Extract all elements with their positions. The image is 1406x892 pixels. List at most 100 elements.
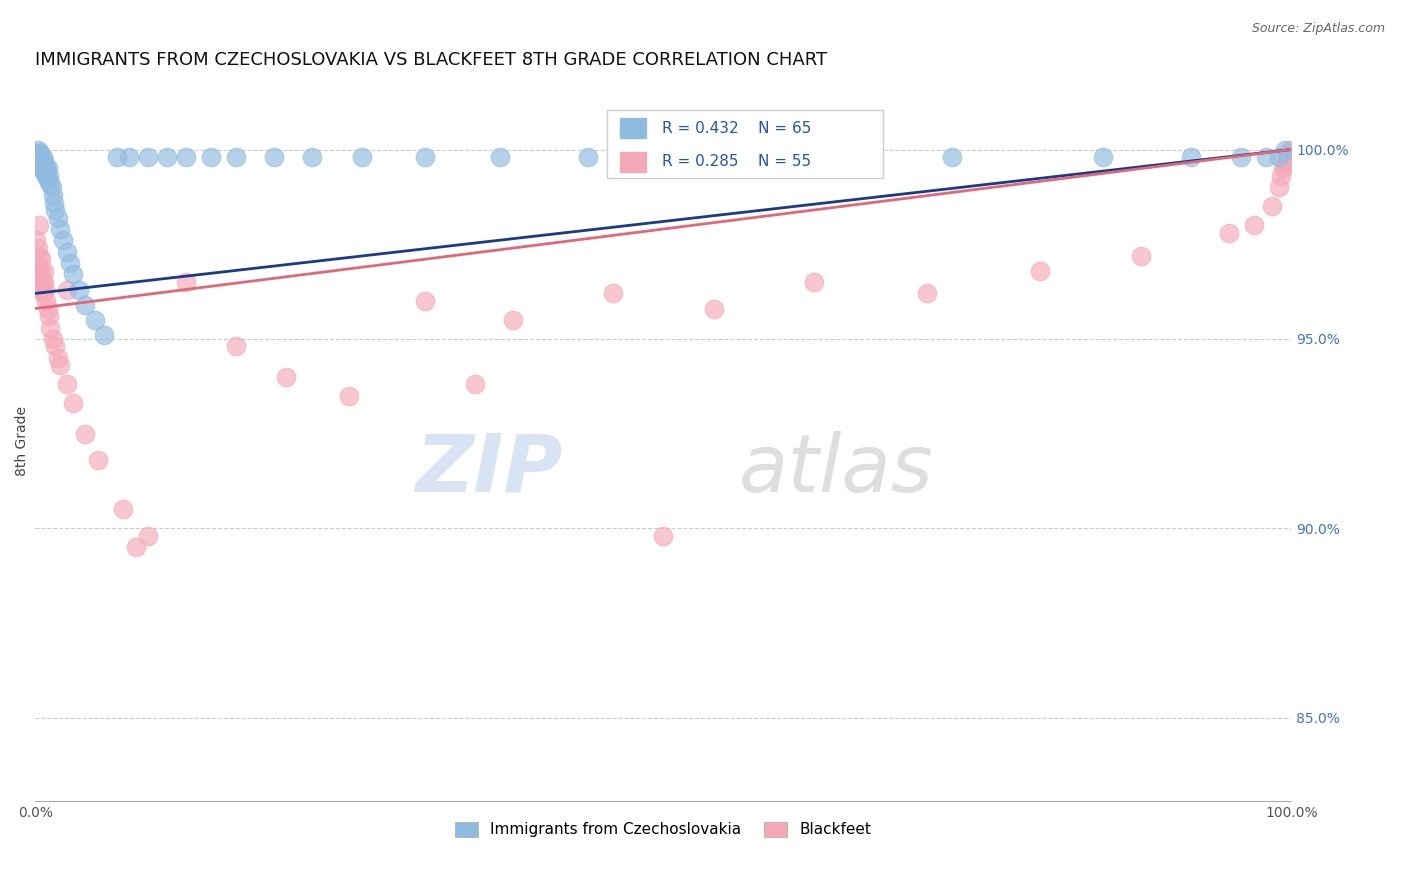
Point bbox=[28, 248, 51, 262]
Point bbox=[413, 150, 436, 164]
Point bbox=[941, 150, 963, 164]
Point bbox=[30, 271, 52, 285]
Point bbox=[32, 165, 55, 179]
Point bbox=[174, 275, 197, 289]
Point bbox=[46, 211, 69, 225]
Point bbox=[37, 301, 59, 316]
Point bbox=[28, 158, 51, 172]
Point bbox=[87, 453, 110, 467]
Text: R = 0.432    N = 65: R = 0.432 N = 65 bbox=[662, 120, 811, 136]
Text: R = 0.285    N = 55: R = 0.285 N = 55 bbox=[662, 154, 811, 169]
Legend: Immigrants from Czechoslovakia, Blackfeet: Immigrants from Czechoslovakia, Blackfee… bbox=[449, 815, 877, 844]
Point bbox=[30, 146, 52, 161]
Point bbox=[37, 161, 59, 176]
Point bbox=[1261, 199, 1284, 213]
Point bbox=[136, 529, 159, 543]
Text: ZIP: ZIP bbox=[415, 431, 562, 509]
Point bbox=[28, 219, 51, 233]
Point bbox=[28, 153, 51, 168]
Point bbox=[46, 351, 69, 365]
Point bbox=[34, 158, 56, 172]
Text: Source: ZipAtlas.com: Source: ZipAtlas.com bbox=[1251, 22, 1385, 36]
Point bbox=[30, 153, 52, 168]
Point bbox=[38, 169, 60, 183]
Point bbox=[49, 359, 72, 373]
Point bbox=[1243, 219, 1265, 233]
Point bbox=[30, 263, 52, 277]
Point bbox=[34, 165, 56, 179]
Point bbox=[1218, 226, 1240, 240]
Point bbox=[1271, 161, 1294, 176]
Text: atlas: atlas bbox=[738, 431, 934, 509]
Point bbox=[105, 150, 128, 164]
Point bbox=[25, 234, 48, 248]
Point bbox=[225, 339, 247, 353]
Point bbox=[1277, 150, 1299, 164]
Point bbox=[62, 396, 84, 410]
Point bbox=[32, 263, 55, 277]
Point bbox=[1274, 158, 1296, 172]
Point bbox=[30, 150, 52, 164]
Point bbox=[28, 146, 51, 161]
Point bbox=[84, 313, 107, 327]
Point bbox=[30, 158, 52, 172]
Point bbox=[93, 328, 115, 343]
Point bbox=[803, 275, 825, 289]
Bar bbox=[619, 118, 647, 139]
Point bbox=[1180, 150, 1202, 164]
Point bbox=[1129, 248, 1152, 262]
Point bbox=[1274, 143, 1296, 157]
Point bbox=[32, 153, 55, 168]
Point bbox=[1279, 143, 1302, 157]
Point bbox=[28, 150, 51, 164]
Point bbox=[915, 286, 938, 301]
Point bbox=[32, 275, 55, 289]
Point bbox=[602, 286, 624, 301]
Point bbox=[678, 150, 700, 164]
Bar bbox=[619, 151, 647, 173]
Point bbox=[1029, 263, 1052, 277]
Point bbox=[174, 150, 197, 164]
Point bbox=[576, 150, 599, 164]
Point bbox=[38, 309, 60, 323]
Point bbox=[35, 169, 58, 183]
Point bbox=[42, 332, 65, 346]
Point bbox=[350, 150, 373, 164]
Y-axis label: 8th Grade: 8th Grade bbox=[15, 406, 30, 476]
Point bbox=[39, 177, 62, 191]
Point bbox=[301, 150, 323, 164]
Point bbox=[1278, 146, 1301, 161]
Point bbox=[112, 502, 135, 516]
Point bbox=[30, 252, 52, 267]
Point bbox=[31, 158, 53, 172]
Point bbox=[1091, 150, 1114, 164]
Point bbox=[413, 293, 436, 308]
Point bbox=[31, 286, 53, 301]
Point bbox=[30, 150, 52, 164]
Point bbox=[136, 150, 159, 164]
Point bbox=[30, 161, 52, 176]
Point bbox=[44, 339, 66, 353]
FancyBboxPatch shape bbox=[607, 110, 883, 178]
Point bbox=[1268, 150, 1291, 164]
Point bbox=[59, 256, 82, 270]
Point bbox=[156, 150, 179, 164]
Point bbox=[652, 529, 675, 543]
Point bbox=[42, 188, 65, 202]
Point bbox=[263, 150, 285, 164]
Point bbox=[35, 293, 58, 308]
Point bbox=[55, 244, 77, 259]
Point bbox=[75, 426, 97, 441]
Point bbox=[125, 540, 148, 554]
Point bbox=[803, 150, 825, 164]
Point bbox=[464, 377, 486, 392]
Point bbox=[225, 150, 247, 164]
Point bbox=[32, 158, 55, 172]
Point bbox=[55, 377, 77, 392]
Point bbox=[489, 150, 512, 164]
Point bbox=[25, 146, 48, 161]
Point bbox=[55, 283, 77, 297]
Point bbox=[702, 301, 724, 316]
Point bbox=[31, 275, 53, 289]
Point bbox=[502, 313, 524, 327]
